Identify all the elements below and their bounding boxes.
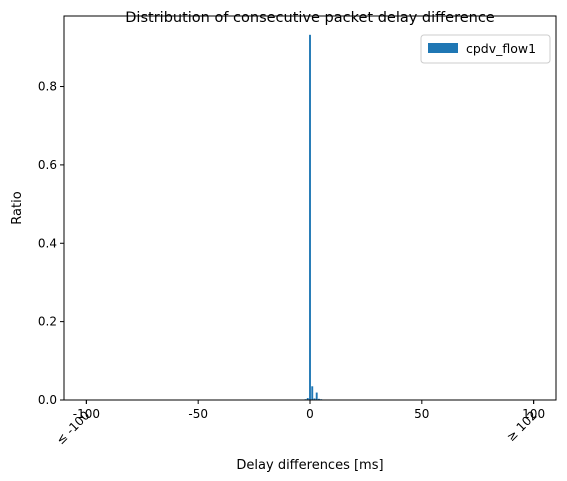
x-tick-label: 100 — [522, 407, 545, 421]
y-tick-label: 0.6 — [38, 158, 57, 172]
bar-1 — [311, 386, 314, 400]
y-axis-label: Ratio — [10, 191, 25, 224]
bar-3 — [315, 392, 318, 400]
y-tick-label: 0.8 — [38, 80, 57, 94]
legend-frame — [420, 34, 551, 64]
y-axis-ticks: 0.0 0.2 0.4 0.6 0.8 — [38, 80, 64, 407]
x-tick-label: 0 — [306, 407, 314, 421]
bar-2 — [313, 398, 316, 400]
bar--1 — [306, 398, 309, 400]
y-tick-label: 0.4 — [38, 236, 57, 250]
legend-swatch — [428, 43, 458, 53]
y-tick-label: 0.2 — [38, 315, 57, 329]
legend-label: cpdv_flow1 — [466, 41, 536, 56]
chart-title: Distribution of consecutive packet delay… — [125, 10, 495, 26]
x-axis-label: Delay differences [ms] — [236, 458, 383, 473]
x-axis-ticks: -100 -50 0 50 100≤ -100 ≥ 102 — [54, 400, 545, 447]
bar-0 — [309, 34, 311, 401]
bar-4 — [318, 398, 320, 400]
x-tick-label: 50 — [414, 407, 429, 421]
bars — [304, 34, 325, 401]
y-tick-label: 0.0 — [38, 393, 57, 407]
legend: cpdv_flow1 — [420, 34, 551, 64]
x-tick-label: -50 — [188, 407, 208, 421]
x-tick-label: -100 — [73, 407, 100, 421]
